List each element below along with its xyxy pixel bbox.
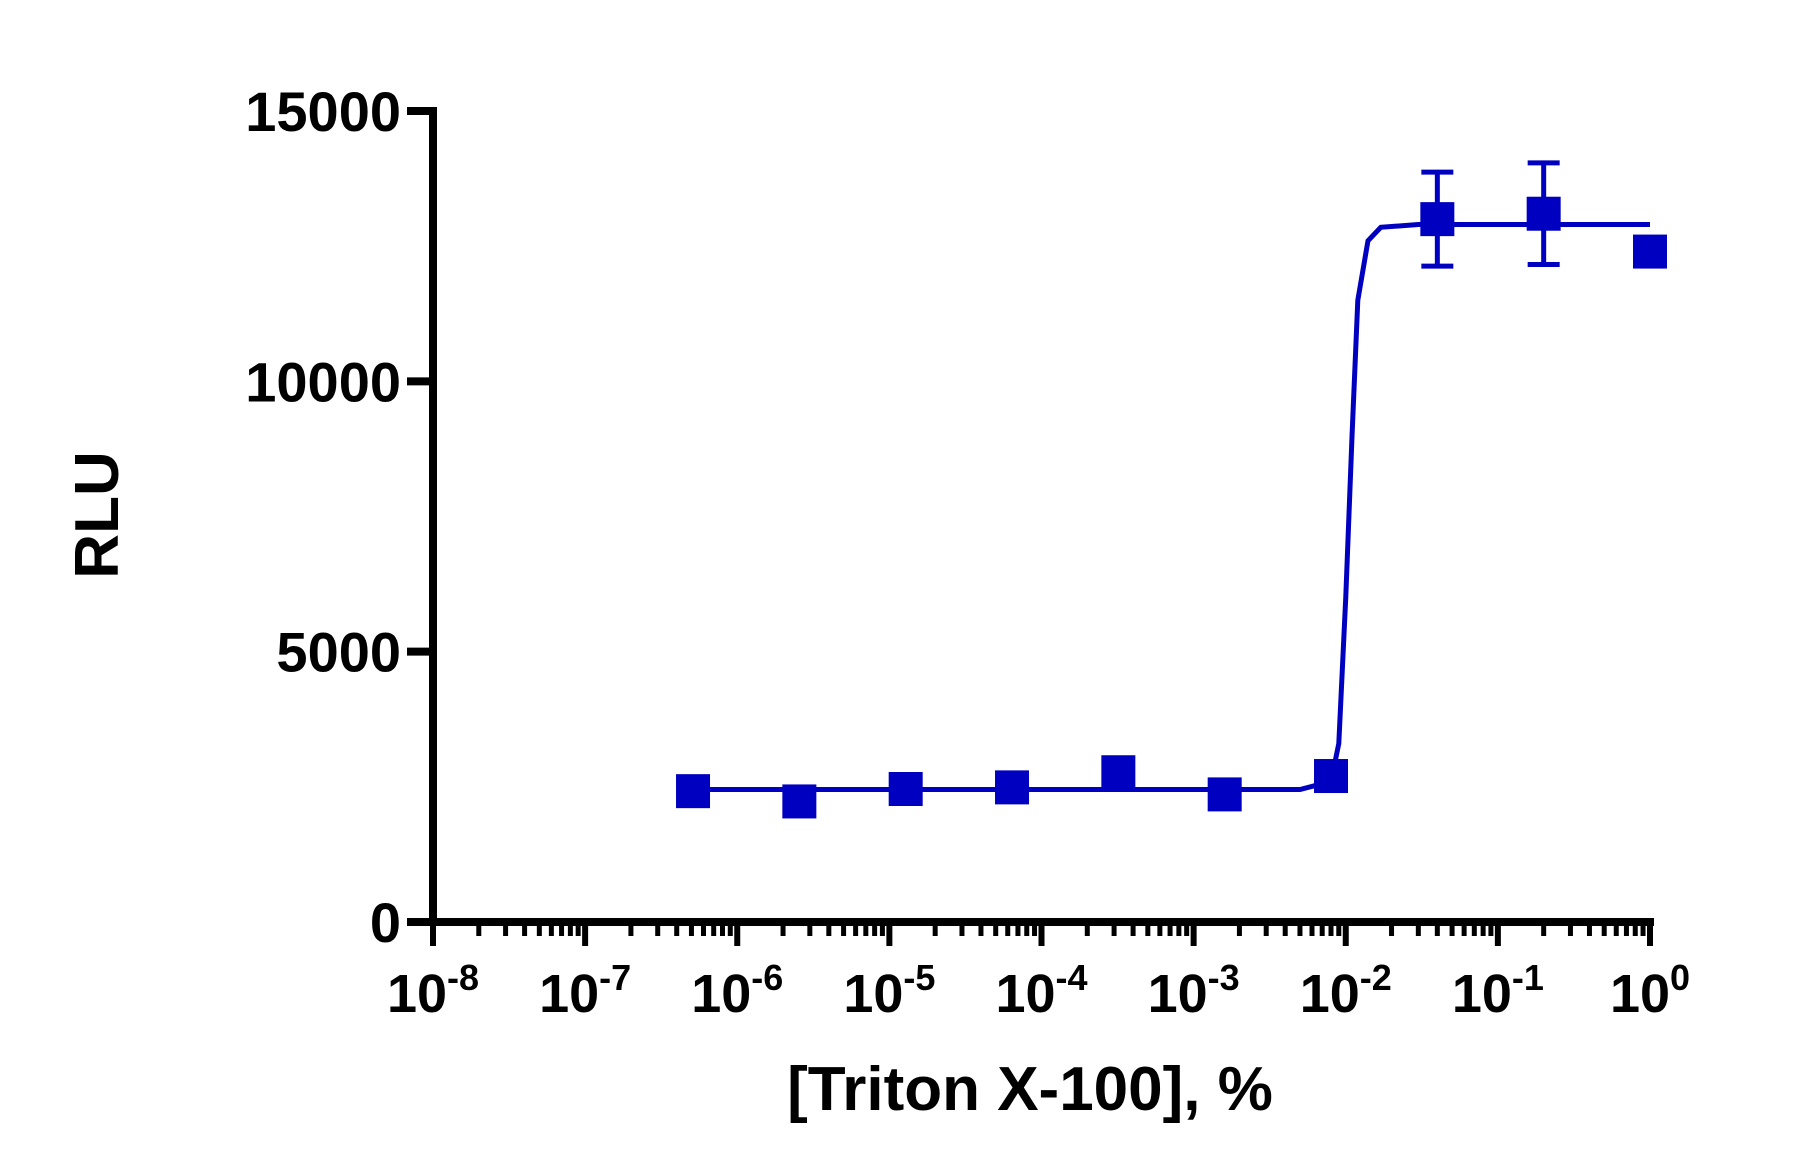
x-tick-label: 10-7 — [539, 957, 631, 1024]
x-tick-label: 10-8 — [387, 957, 479, 1024]
x-tick-exponent: -2 — [1360, 957, 1392, 998]
x-tick-exponent: -5 — [903, 957, 935, 998]
x-tick-label: 10-4 — [995, 957, 1087, 1024]
y-tick-label: 10000 — [245, 350, 401, 413]
y-tick-label: 15000 — [245, 80, 401, 143]
data-point — [888, 771, 923, 806]
x-tick-label: 100 — [1610, 957, 1690, 1024]
x-tick-exponent: 0 — [1670, 957, 1690, 998]
data-point — [1207, 777, 1242, 812]
x-tick-base: 10 — [691, 964, 751, 1024]
x-tick-label: 10-3 — [1148, 957, 1240, 1024]
data-point — [1526, 196, 1561, 231]
data-point — [1101, 755, 1136, 790]
x-tick-base: 10 — [995, 964, 1055, 1024]
x-tick-label: 10-1 — [1452, 957, 1544, 1024]
x-tick-base: 10 — [1148, 964, 1208, 1024]
x-tick-exponent: -4 — [1056, 957, 1088, 998]
x-tick-exponent: -3 — [1208, 957, 1240, 998]
fit-curve — [693, 222, 1650, 793]
data-point — [1633, 234, 1667, 269]
x-tick-exponent: -1 — [1512, 957, 1544, 998]
x-tick-label: 10-2 — [1300, 957, 1392, 1024]
x-tick-base: 10 — [1610, 964, 1670, 1024]
x-tick-base: 10 — [843, 964, 903, 1024]
x-tick-exponent: -6 — [751, 957, 783, 998]
x-axis-title: [Triton X-100], % — [787, 1055, 1273, 1124]
y-axis-title: RLU — [63, 451, 132, 578]
x-tick-base: 10 — [539, 964, 599, 1024]
data-point — [1420, 202, 1455, 237]
data-point — [1314, 759, 1349, 794]
x-tick-label: 10-6 — [691, 957, 783, 1024]
y-tick-label: 5000 — [276, 621, 401, 684]
x-tick-exponent: -8 — [447, 957, 479, 998]
x-tick-base: 10 — [1452, 964, 1512, 1024]
x-tick-base: 10 — [1300, 964, 1360, 1024]
x-tick-exponent: -7 — [599, 957, 631, 998]
x-tick-base: 10 — [387, 964, 447, 1024]
data-point — [995, 770, 1030, 805]
data-point — [782, 784, 817, 819]
x-tick-label: 10-5 — [843, 957, 935, 1024]
y-tick-label: 0 — [370, 891, 401, 954]
data-point — [676, 774, 711, 809]
